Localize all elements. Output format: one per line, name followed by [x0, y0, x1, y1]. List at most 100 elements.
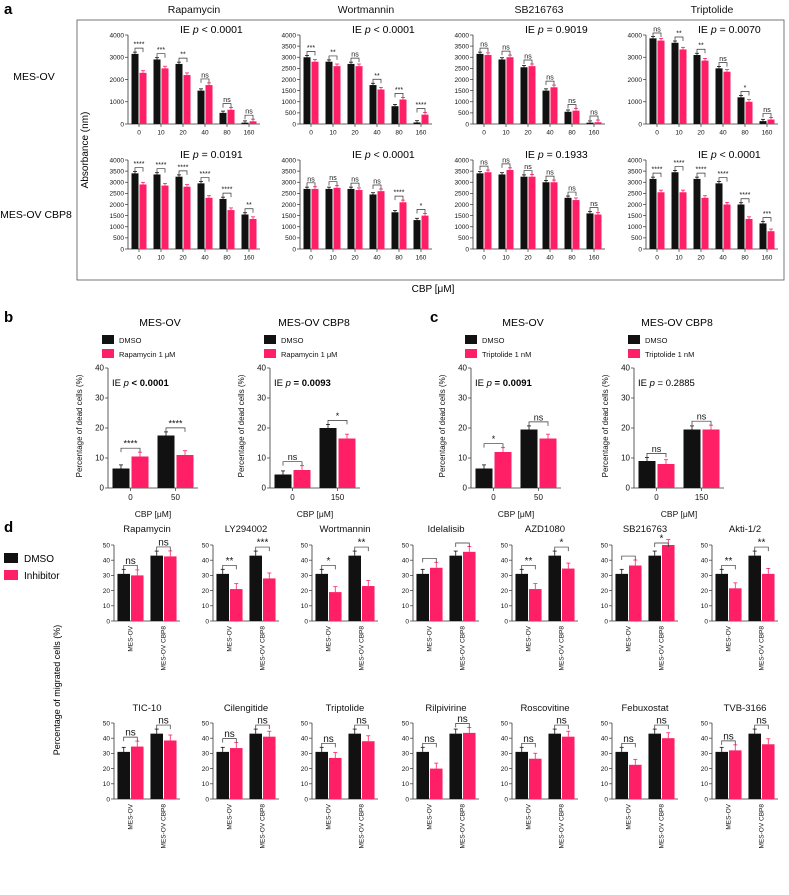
- x-tick-label: 150: [331, 493, 345, 502]
- y-tick-label: 10: [501, 781, 509, 788]
- y-tick-label: 0: [638, 121, 642, 128]
- bar-dmso: [391, 106, 399, 124]
- sig-bracket: [523, 170, 533, 175]
- bar-treatment: [377, 89, 385, 124]
- y-tick-label: 20: [103, 766, 111, 773]
- sig-label: ns: [653, 27, 661, 34]
- sig-label: ns: [502, 157, 510, 164]
- bar-treatment: [249, 121, 257, 124]
- bar-treatment: [484, 55, 492, 124]
- bar-dmso: [449, 733, 462, 799]
- y-tick-label: 10: [701, 781, 709, 788]
- bar-dmso: [112, 468, 130, 488]
- sig-label: ns: [329, 175, 337, 182]
- bar-dmso: [416, 573, 429, 621]
- chart-title: Rilpivirine: [425, 703, 466, 714]
- x-tick-label: 20: [524, 255, 532, 262]
- y-tick-label: 1000: [628, 99, 643, 106]
- y-tick-label: 40: [301, 736, 309, 743]
- sig-bracket: [354, 724, 369, 730]
- x-tick-label: 160: [762, 130, 773, 137]
- bar-dmso: [347, 188, 355, 249]
- bar-dmso: [649, 38, 657, 124]
- legend: DMSO Triptolide 1 nM: [465, 335, 531, 359]
- sig-bracket: [654, 724, 669, 730]
- x-tick-label: MES-OV CBP8: [759, 804, 766, 849]
- bar-treatment: [263, 578, 276, 621]
- legend-treat-label: Rapamycin 1 μM: [281, 350, 337, 359]
- bar-treatment: [263, 736, 276, 799]
- sig-label: ns: [224, 729, 235, 740]
- y-tick-label: 10: [621, 453, 630, 462]
- sig-label: ns: [356, 716, 367, 727]
- x-tick-label: MES-OV: [227, 803, 234, 829]
- y-tick-label: 3500: [282, 43, 297, 50]
- bar-treatment: [183, 75, 191, 124]
- legend-d-inhibitor-label: Inhibitor: [24, 571, 60, 582]
- legend-dmso-label: DMSO: [119, 336, 142, 345]
- sig-bracket: [123, 736, 138, 742]
- ie-annotation: IE p = 0.0093: [274, 378, 331, 389]
- y-tick-label: 0: [304, 796, 308, 803]
- legend: DMSO Rapamycin 1 μM: [102, 335, 175, 359]
- x-axis-label: CBP [μM]: [498, 509, 534, 519]
- bar-treatment: [529, 758, 542, 799]
- x-tick-label: 10: [502, 255, 510, 262]
- sig-label: ns: [652, 444, 662, 454]
- y-tick-label: 0: [704, 796, 708, 803]
- x-tick-label: 0: [128, 493, 133, 502]
- y-tick-label: 20: [601, 588, 609, 595]
- bar-dmso: [303, 57, 311, 124]
- chart-a-sb216763: 0 500 1000 1500 2000 2500 3000 3500 4000 ns 0 ns 10 n…: [455, 4, 605, 137]
- y-tick-label: 30: [701, 751, 709, 758]
- y-tick-label: 10: [402, 781, 410, 788]
- y-tick-label: 0: [465, 121, 469, 128]
- bar-treatment: [528, 66, 536, 124]
- bar-dmso: [175, 63, 183, 124]
- bar-treatment: [131, 575, 144, 621]
- bar-treatment: [572, 110, 580, 124]
- y-tick-label: 50: [402, 542, 410, 549]
- bar-treatment: [338, 438, 356, 488]
- bar-treatment: [729, 588, 742, 621]
- y-tick-label: 3000: [455, 180, 470, 187]
- bar-treatment: [329, 592, 342, 621]
- y-tick-label: 1000: [628, 224, 643, 231]
- bar-dmso: [476, 53, 484, 124]
- sig-bracket: [156, 724, 171, 730]
- sig-label: ****: [156, 162, 167, 169]
- chart-title: Febuxostat: [622, 703, 669, 714]
- sig-bracket: [455, 542, 470, 547]
- sig-bracket: [321, 564, 336, 570]
- bar-dmso: [131, 53, 139, 124]
- x-tick-label: 0: [491, 493, 496, 502]
- sig-bracket: [740, 198, 750, 203]
- y-tick-label: 30: [103, 751, 111, 758]
- chart-d-rapamycin: 0 10 20 30 40 50 ns MES-OV ns MES-OV CBP8 Rapamyci…: [103, 524, 180, 670]
- y-tick-label: 10: [601, 603, 609, 610]
- ie-text-b: IE p < 0.0001: [112, 378, 170, 389]
- sig-bracket: [691, 420, 712, 426]
- sig-label: ns: [568, 186, 576, 193]
- sig-bracket: [545, 80, 555, 86]
- x-tick-label: 20: [179, 130, 187, 137]
- bar-dmso: [249, 733, 262, 799]
- chart-a-wortmannin: 0 500 1000 1500 2000 2500 3000 3500 4000 *** 0 ** 10…: [282, 4, 432, 137]
- bar-dmso: [241, 122, 249, 124]
- y-tick-label: 2000: [455, 202, 470, 209]
- chart-title: AZD1080: [525, 524, 565, 535]
- y-tick-label: 50: [202, 542, 210, 549]
- sig-label: ***: [157, 47, 165, 54]
- bar-treatment: [629, 565, 642, 621]
- bar-dmso: [671, 42, 679, 124]
- x-tick-label: 40: [201, 130, 209, 137]
- x-tick-label: 160: [416, 255, 427, 262]
- bar-dmso: [249, 555, 262, 621]
- ie-annotation: IE p < 0.0001: [352, 149, 415, 161]
- y-tick-label: 30: [701, 573, 709, 580]
- bar-treatment: [528, 176, 536, 249]
- y-tick-label: 30: [202, 751, 210, 758]
- bar-treatment: [762, 744, 775, 799]
- sig-label: **: [725, 556, 733, 567]
- sig-bracket: [255, 546, 270, 552]
